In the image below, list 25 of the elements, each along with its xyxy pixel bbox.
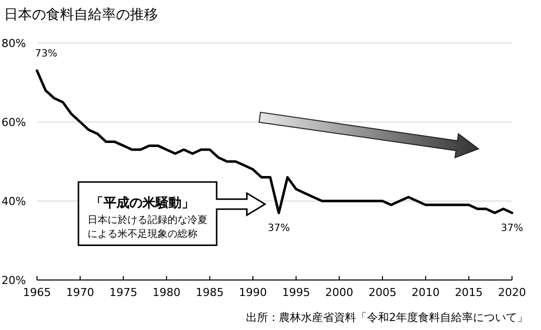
annotation: 日本に於ける記録的な冷夏 [87, 214, 208, 226]
x-tick-label: 1970 [66, 286, 94, 299]
x-tick-label: 1985 [196, 286, 224, 299]
y-tick-label: 60% [2, 116, 26, 129]
y-tick-label: 40% [2, 195, 26, 208]
x-tick-label: 2000 [325, 286, 354, 299]
x-tick-label: 1995 [282, 286, 310, 299]
x-tick-label: 1965 [23, 286, 51, 299]
annotation: による米不足現象の総称 [87, 228, 198, 240]
annotation: 37% [268, 222, 290, 234]
annotation: 「平成の米騒動」 [90, 196, 194, 212]
y-tick-label: 20% [2, 274, 26, 287]
chart-title: 日本の食料自給率の推移 [4, 7, 158, 23]
x-tick-label: 2010 [412, 286, 440, 299]
x-tick-label: 2020 [498, 286, 526, 299]
x-tick-label: 1990 [238, 286, 267, 299]
x-tick-label: 1975 [109, 286, 138, 299]
text: 出所：農林水産省資料「令和2年度食料自給率について」 [246, 311, 528, 324]
x-tick-label: 1980 [152, 286, 181, 299]
line-series [36, 69, 514, 214]
y-tick-label: 80% [2, 37, 26, 50]
annotation: 37% [500, 222, 524, 234]
x-tick-label: 2005 [368, 286, 396, 299]
x-tick-label: 2015 [454, 286, 483, 299]
annotation: 73% [35, 48, 58, 60]
